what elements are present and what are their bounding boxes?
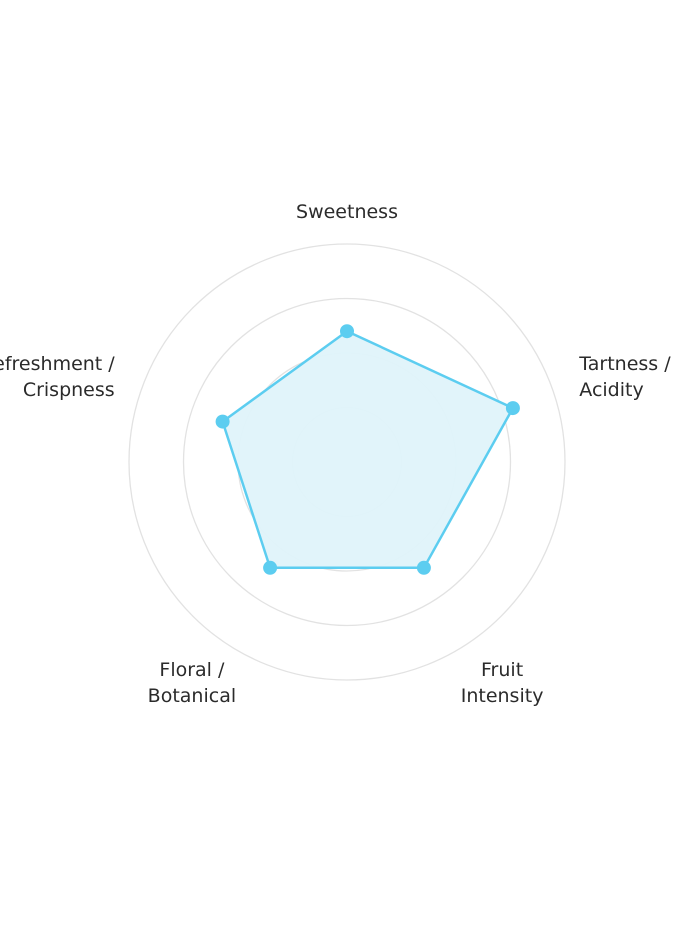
axis-label-line: Fruit <box>481 659 523 681</box>
axis-label-line: Intensity <box>461 685 544 707</box>
data-point-layer <box>215 324 520 575</box>
grid-ring-4 <box>128 243 566 681</box>
axis-label-line: Floral / <box>159 659 225 681</box>
data-point-3[interactable] <box>263 560 278 575</box>
data-point-4[interactable] <box>215 414 230 429</box>
axis-label-1: Tartness / Acidity <box>578 353 671 401</box>
axis-label-line: Acidity <box>579 379 643 401</box>
axis-label-layer: Sweetness Tartness / Acidity Fruit Intensity… <box>0 201 671 707</box>
data-point-2[interactable] <box>416 560 431 575</box>
axis-label-2: Fruit Intensity <box>461 659 544 707</box>
axis-label-line: Crispness <box>23 379 115 401</box>
axis-label-3: Floral / Botanical <box>148 659 236 707</box>
axis-label-line: Botanical <box>148 685 236 707</box>
data-point-0[interactable] <box>340 324 354 339</box>
axis-label-4: Refreshment / Crispness <box>0 353 115 401</box>
grid-ring-3 <box>182 297 512 627</box>
axis-label-line: Refreshment / <box>0 353 115 375</box>
data-point-1[interactable] <box>505 401 520 416</box>
axis-label-line: Tartness / <box>578 353 671 375</box>
axis-label-line: Sweetness <box>296 201 398 223</box>
data-area-layer <box>221 329 515 570</box>
data-area <box>221 329 515 570</box>
axis-label-0: Sweetness <box>296 201 398 223</box>
